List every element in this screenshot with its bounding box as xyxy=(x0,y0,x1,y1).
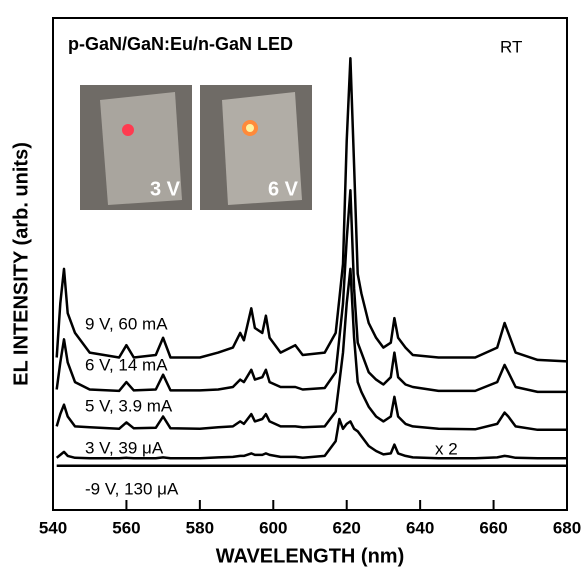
x-tick-label: 620 xyxy=(333,518,361,537)
inset-label: 3 V xyxy=(150,178,181,200)
x-tick-label: 640 xyxy=(406,518,434,537)
inset-label: 6 V xyxy=(268,178,299,200)
series-label: 6 V, 14 mA xyxy=(85,355,168,374)
series-label: 3 V, 39 μA xyxy=(85,438,164,457)
spectrum-line xyxy=(55,188,567,394)
x-tick-label: 600 xyxy=(259,518,287,537)
x-tick-label: 560 xyxy=(112,518,140,537)
photo-glow xyxy=(122,124,134,136)
inset-photos: 3 V 6 V xyxy=(80,85,312,210)
x-tick-label: 660 xyxy=(479,518,507,537)
plot-frame xyxy=(52,17,568,511)
spectrum-line xyxy=(55,267,567,432)
chart-title: p-GaN/GaN:Eu/n-GaN LED xyxy=(68,34,293,54)
series-label: 5 V, 3.9 mA xyxy=(85,396,173,415)
series-label: 9 V, 60 mA xyxy=(85,314,168,333)
x-tick-label: 580 xyxy=(186,518,214,537)
annotation: RT xyxy=(500,37,522,56)
x-axis-label: WAVELENGTH (nm) xyxy=(216,545,405,567)
photo-glow xyxy=(246,124,254,132)
photo-sample xyxy=(222,92,302,205)
y-axis-label: EL INTENSITY (arb. units) xyxy=(10,142,32,386)
spectrum-line xyxy=(55,57,568,363)
annotation: x 2 xyxy=(435,439,458,458)
x-tick-label: 680 xyxy=(553,518,581,537)
series-label: -9 V, 130 μA xyxy=(85,479,179,498)
photo-sample xyxy=(100,92,182,205)
spectrum-line xyxy=(55,417,567,460)
x-tick-label: 540 xyxy=(39,518,67,537)
